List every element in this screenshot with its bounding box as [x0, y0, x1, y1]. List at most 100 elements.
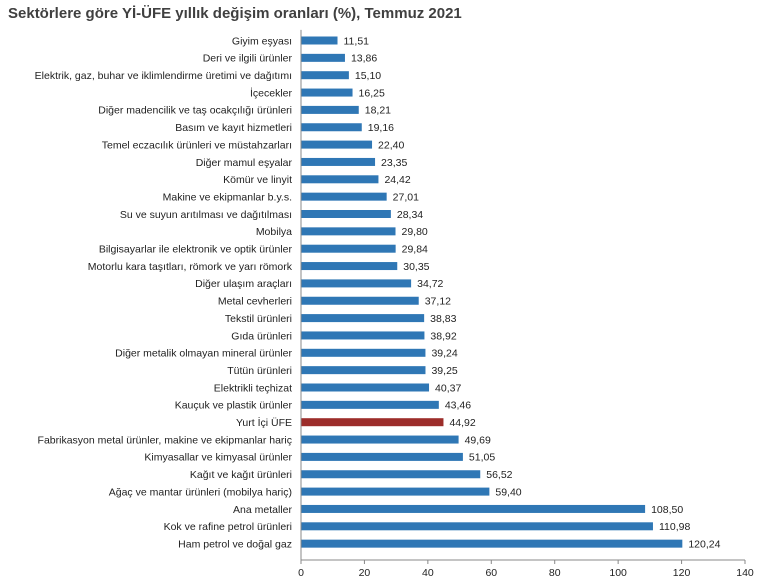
- category-label: Ham petrol ve doğal gaz: [178, 538, 292, 550]
- category-label: Deri ve ilgili ürünler: [203, 53, 293, 65]
- x-axis: 0 20 40 60 80 100 120 140: [298, 29, 754, 579]
- bar: [301, 400, 439, 409]
- value-label: 39,24: [431, 348, 457, 360]
- bar: [301, 244, 396, 253]
- category-label: Ana metaller: [233, 504, 292, 516]
- value-label: 13,86: [351, 53, 377, 65]
- category-label: Yurt İçi ÜFE: [236, 416, 292, 429]
- category-label: Motorlu kara taşıtları, römork ve yarı r…: [88, 261, 293, 273]
- bar: [301, 504, 646, 513]
- bar: [301, 522, 653, 531]
- bar: [301, 88, 353, 97]
- x-tick-label: 60: [485, 567, 497, 579]
- category-label: Kok ve rafine petrol ürünleri: [164, 521, 292, 533]
- value-label: 37,12: [425, 296, 451, 308]
- value-label: 27,01: [393, 191, 419, 203]
- bar: [301, 36, 338, 45]
- bar: [301, 487, 490, 496]
- value-label: 24,42: [384, 174, 410, 186]
- bar: [301, 192, 387, 201]
- value-label: 18,21: [365, 105, 391, 117]
- category-label: Diğer metalik olmayan mineral ürünler: [115, 348, 292, 360]
- bar: [301, 452, 463, 461]
- bar: [301, 227, 396, 236]
- category-label: Diğer madencilik ve taş ocakçılığı ürünl…: [98, 105, 292, 117]
- bar: [301, 418, 444, 427]
- value-label: 15,10: [355, 70, 381, 82]
- bar: [301, 71, 349, 80]
- bar: [301, 348, 426, 357]
- category-label: Tütün ürünleri: [227, 365, 292, 377]
- bar: [301, 262, 398, 271]
- value-label: 16,25: [359, 87, 385, 99]
- category-label: Fabrikasyon metal ürünler, makine ve eki…: [38, 434, 292, 446]
- bars-group: [301, 36, 683, 548]
- category-label: Kömür ve linyit: [223, 174, 292, 186]
- x-tick-label: 0: [298, 567, 304, 579]
- x-tick-label: 40: [422, 567, 434, 579]
- value-label: 28,34: [397, 209, 423, 221]
- category-label: Gıda ürünleri: [231, 330, 292, 342]
- category-label: Tekstil ürünleri: [225, 313, 292, 325]
- value-label: 23,35: [381, 157, 407, 169]
- value-label: 34,72: [417, 278, 443, 290]
- category-label: Makine ve ekipmanlar b.y.s.: [163, 191, 292, 203]
- value-label: 11,51: [344, 35, 370, 47]
- value-label: 108,50: [651, 504, 683, 516]
- value-label: 120,24: [688, 538, 720, 550]
- bar: [301, 331, 425, 340]
- bar: [301, 296, 419, 305]
- value-label: 39,25: [431, 365, 457, 377]
- category-label: Metal cevherleri: [218, 296, 292, 308]
- x-tick-label: 140: [736, 567, 754, 579]
- value-label: 59,40: [495, 486, 521, 498]
- category-label: Temel eczacılık ürünleri ve müstahzarlar…: [102, 139, 292, 151]
- value-label: 43,46: [445, 400, 471, 412]
- bar: [301, 279, 412, 288]
- category-label: Mobilya: [256, 226, 292, 238]
- category-label: Kimyasallar ve kimyasal ürünler: [144, 452, 292, 464]
- value-labels-group: 11,51 13,86 15,10 16,25 18,21 19,16 22,40 23,35…: [344, 35, 721, 550]
- bar: [301, 435, 459, 444]
- category-label: Diğer ulaşım araçları: [195, 278, 292, 290]
- bar: [301, 140, 373, 149]
- bar: [301, 470, 481, 479]
- bar: [301, 53, 345, 62]
- category-label: Giyim eşyası: [232, 35, 292, 47]
- category-label: Kauçuk ve plastik ürünler: [175, 400, 293, 412]
- value-label: 56,52: [486, 469, 512, 481]
- value-label: 29,80: [402, 226, 428, 238]
- bar: [301, 366, 426, 375]
- bar: [301, 123, 362, 132]
- bar: [301, 157, 376, 166]
- value-label: 49,69: [465, 434, 491, 446]
- x-tick-label: 80: [549, 567, 561, 579]
- x-tick-label: 20: [359, 567, 371, 579]
- bar: [301, 210, 391, 218]
- category-label: İçecekler: [250, 86, 293, 99]
- value-label: 40,37: [435, 382, 461, 394]
- value-label: 19,16: [368, 122, 394, 134]
- category-label: Diğer mamul eşyalar: [196, 157, 293, 169]
- category-label: Elektrikli teçhizat: [214, 382, 292, 394]
- value-label: 30,35: [403, 261, 429, 273]
- category-label: Kağıt ve kağıt ürünleri: [190, 469, 292, 481]
- value-label: 110,98: [659, 521, 690, 533]
- value-label: 38,92: [430, 330, 456, 342]
- bar: [301, 539, 683, 548]
- bar: [301, 175, 379, 184]
- value-label: 29,84: [402, 244, 428, 256]
- bar: [301, 314, 425, 323]
- value-label: 22,40: [378, 139, 404, 151]
- category-label: Bilgisayarlar ile elektronik ve optik ür…: [99, 244, 293, 256]
- bar: [301, 383, 430, 392]
- x-tick-label: 120: [673, 567, 691, 579]
- value-label: 44,92: [449, 417, 475, 429]
- value-label: 51,05: [469, 452, 495, 464]
- bar: [301, 105, 359, 114]
- category-label: Ağaç ve mantar ürünleri (mobilya hariç): [109, 486, 292, 498]
- value-label: 38,83: [430, 313, 456, 325]
- category-label: Su ve suyun arıtılması ve dağıtılması: [120, 209, 292, 221]
- category-label: Elektrik, gaz, buhar ve iklimlendirme ür…: [35, 70, 292, 82]
- x-tick-label: 100: [609, 567, 627, 579]
